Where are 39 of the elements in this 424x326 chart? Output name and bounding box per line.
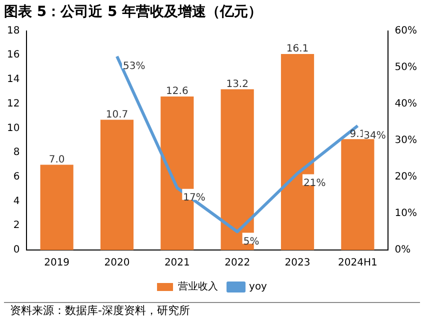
y2-tick-label: 20% <box>394 172 418 183</box>
y-tick-label: 2 <box>13 220 20 232</box>
chart-title: 图表 5：公司近 5 年营收及增速（亿元） <box>4 3 262 20</box>
y2-tick-label: 10% <box>394 208 418 220</box>
data-label: 53% <box>122 60 146 72</box>
y-tick-label: 12 <box>6 98 20 110</box>
legend-label: 营业收入 <box>178 280 218 293</box>
data-label: 34% <box>364 130 386 142</box>
y2-tick-label: 60% <box>394 25 418 36</box>
x-tick-label: 2024H1 <box>338 258 378 269</box>
data-label: 21% <box>304 178 326 189</box>
text: 资料来源：数据库-深度资料，研究所 <box>4 302 420 318</box>
x-tick-label: 2023 <box>284 258 310 269</box>
x-tick-label: 2020 <box>104 258 130 269</box>
y-tick-label: 8 <box>13 147 20 158</box>
bar <box>100 120 134 250</box>
y-tick-label: 4 <box>13 196 20 207</box>
data-label: 16.1 <box>286 44 309 55</box>
y-tick-label: 0 <box>13 244 20 256</box>
data-label: 13.2 <box>226 78 248 90</box>
x-tick-label: 2021 <box>164 258 190 269</box>
y2-tick-label: 50% <box>394 62 418 73</box>
data-label: 9.1 <box>350 128 366 140</box>
x-tick-label: 2022 <box>224 258 250 269</box>
x-tick-label: 2019 <box>44 258 70 269</box>
data-label: 10.7 <box>106 109 128 120</box>
legend-label: yoy <box>249 282 268 293</box>
bar <box>40 164 74 250</box>
y-tick-label: 6 <box>13 172 20 183</box>
y2-tick-label: 40% <box>394 98 418 110</box>
y-tick-label: 10 <box>6 122 20 134</box>
data-label: 7.0 <box>48 154 65 166</box>
y-tick-label: 18 <box>6 25 20 36</box>
y2-tick-label: 0% <box>394 244 411 256</box>
y-tick-label: 14 <box>6 74 20 86</box>
y-tick-label: 16 <box>6 50 20 61</box>
data-label: 12.6 <box>166 86 188 98</box>
bar <box>341 139 374 250</box>
y2-tick-label: 30% <box>394 134 418 146</box>
